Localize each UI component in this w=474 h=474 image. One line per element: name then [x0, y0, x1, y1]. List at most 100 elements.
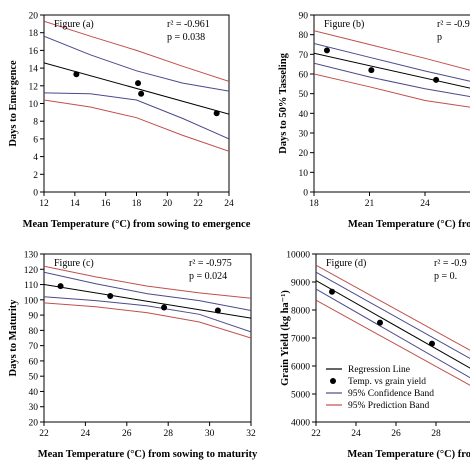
data-point	[73, 71, 80, 78]
legend-entry: Regression Line	[348, 365, 410, 375]
x-axis-label: Mean Temperature (°C) from sowing to eme…	[23, 219, 251, 230]
x-tick-label: 24	[81, 429, 91, 439]
y-tick-label: 40	[29, 388, 39, 398]
confidence-band-lower	[316, 288, 474, 381]
stat-annotation: r² = -0.9	[434, 258, 467, 269]
data-point	[433, 76, 440, 83]
x-tick-label: 14	[70, 199, 80, 209]
data-point	[323, 47, 330, 54]
x-tick-label: 24	[351, 429, 361, 439]
y-tick-label: 60	[299, 71, 309, 81]
regression-line	[316, 280, 474, 371]
stat-annotation: p = 0.024	[189, 271, 227, 282]
x-tick-label: 26	[122, 429, 132, 439]
prediction-band-upper	[44, 20, 229, 82]
confidence-band-upper	[316, 271, 474, 362]
x-tick-label: 18	[132, 199, 142, 209]
panel-c: 20 30 40 50 60 70 80 90 100 110 120 130 22 24 26 28 30 32…	[8, 251, 258, 461]
y-tick-label: 14	[29, 65, 39, 75]
stat-annotation: p	[437, 32, 442, 43]
prediction-band-lower	[44, 302, 251, 339]
confidence-band-upper	[314, 43, 474, 83]
y-tick-label: 80	[299, 31, 309, 41]
y-tick-label: 10	[299, 169, 309, 179]
y-tick-label: 0	[303, 189, 308, 199]
confidence-band-upper	[44, 271, 251, 311]
y-tick-label: 12	[29, 82, 39, 92]
y-axis-label: Grain Yield (kg ha⁻¹)	[280, 290, 291, 386]
stat-annotation: p = 0.038	[167, 32, 205, 43]
confidence-band-lower	[44, 296, 251, 333]
plot-lines	[314, 30, 474, 109]
y-tick-label: 8000	[291, 307, 310, 317]
x-tick-label: 18	[309, 199, 319, 209]
legend-entry: 95% Prediction Band	[348, 401, 430, 411]
y-tick-label: 6000	[291, 363, 310, 373]
x-tick-label: 28	[163, 429, 173, 439]
panel-title: Figure (b)	[324, 19, 364, 30]
y-tick-label: 30	[299, 130, 309, 140]
y-tick-label: 7000	[291, 335, 310, 345]
y-tick-label: 16	[29, 47, 39, 57]
y-tick-label: 10000	[286, 251, 310, 261]
plot-lines	[44, 20, 229, 152]
y-tick-label: 130	[24, 251, 39, 261]
right-edge-mask	[470, 0, 474, 474]
y-axis-label: Days to Emergence	[8, 60, 19, 147]
x-tick-label: 22	[39, 429, 49, 439]
x-tick-label: 28	[431, 429, 441, 439]
x-tick-label: 30	[205, 429, 215, 439]
y-tick-label: 8	[33, 118, 38, 128]
x-axis-label: Mean Temperature (°C) from sowing to	[347, 449, 474, 460]
stat-annotation: r² = -0.975	[189, 258, 232, 269]
panel-d: 400050006000700080009000100002224262830F…	[280, 251, 474, 460]
y-tick-label: 6	[33, 135, 38, 145]
y-tick-label: 90	[29, 312, 39, 322]
prediction-band-lower	[314, 73, 474, 109]
x-axis-label: Mean Temperature (°C) from sowing to	[348, 219, 474, 230]
legend-swatch-points	[330, 378, 336, 384]
x-tick-label: 22	[311, 429, 321, 439]
y-tick-label: 4	[33, 153, 38, 163]
y-tick-label: 110	[24, 281, 38, 291]
plot-frame	[313, 14, 474, 193]
data-point	[135, 80, 142, 87]
regression-line	[44, 62, 229, 115]
data-point	[368, 67, 375, 74]
prediction-band-upper	[316, 264, 474, 354]
prediction-band-upper	[314, 30, 474, 72]
stat-annotation: p = 0.	[434, 271, 457, 282]
panel-b: 010203040506070809018212428Figure (b)r² …	[278, 12, 474, 230]
data-point	[161, 304, 168, 311]
prediction-band-lower	[316, 299, 474, 389]
y-tick-label: 90	[299, 12, 309, 22]
prediction-band-lower	[44, 99, 229, 152]
x-tick-label: 21	[365, 199, 375, 209]
y-tick-label: 2	[33, 171, 38, 181]
y-tick-label: 20	[29, 419, 39, 429]
confidence-band-lower	[314, 62, 474, 98]
x-tick-label: 24	[420, 199, 430, 209]
confidence-band-upper	[44, 35, 229, 92]
plot-lines	[44, 265, 251, 339]
data-point	[213, 110, 220, 117]
x-tick-label: 12	[39, 199, 49, 209]
panel-title: Figure (d)	[326, 258, 366, 269]
y-tick-label: 30	[29, 403, 39, 413]
y-tick-label: 10	[29, 100, 39, 110]
data-point	[329, 288, 335, 295]
x-tick-label: 32	[246, 429, 256, 439]
y-tick-label: 0	[33, 189, 38, 199]
y-tick-label: 20	[299, 149, 309, 159]
x-axis-label: Mean Temperature (°C) from sowing to mat…	[38, 449, 258, 460]
y-tick-label: 9000	[291, 279, 310, 289]
data-point	[138, 90, 145, 97]
plot-lines	[316, 264, 474, 389]
x-tick-label: 20	[163, 199, 173, 209]
prediction-band-upper	[44, 265, 251, 299]
data-point	[429, 340, 435, 347]
y-tick-label: 120	[24, 266, 39, 276]
panel-title: Figure (c)	[54, 258, 94, 269]
